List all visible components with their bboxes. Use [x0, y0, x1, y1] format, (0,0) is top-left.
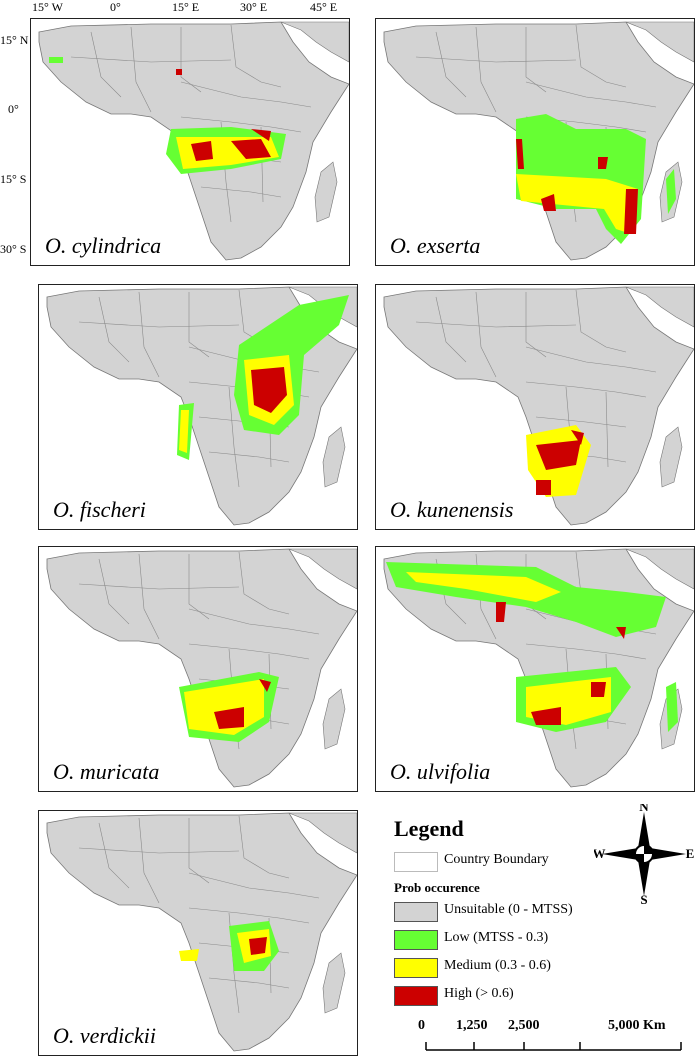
compass-w: W — [594, 846, 606, 861]
africa-map — [39, 286, 357, 528]
legend-swatch — [394, 902, 438, 922]
longitude-label: 0° — [110, 0, 121, 14]
map-panel-cylindrica: O. cylindrica — [30, 18, 350, 266]
legend-swatch — [394, 958, 438, 978]
africa-map — [39, 812, 357, 1054]
suitability-layer — [179, 921, 279, 971]
scale-bar: 0 1,250 2,500 5,000 Km — [416, 1018, 686, 1058]
map-panel-fischeri: O. fischeri — [38, 284, 358, 530]
compass-n: N — [639, 804, 649, 814]
map-panel-muricata: O. muricata — [38, 546, 358, 792]
scale-label: 1,250 — [456, 1018, 488, 1033]
species-label: O. exserta — [390, 233, 481, 258]
species-label: O. muricata — [53, 759, 160, 784]
legend-label: Unsuitable (0 - MTSS) — [444, 902, 573, 917]
scale-label: 0 — [418, 1018, 425, 1033]
latitude-label: 15° N — [0, 33, 29, 47]
map-panel-exserta: O. exserta — [375, 18, 695, 266]
africa-map — [376, 21, 694, 263]
scale-label: 5,000 Km — [608, 1018, 666, 1033]
latitude-label: 30° S — [0, 242, 27, 256]
map-panel-kunenensis: O. kunenensis — [375, 284, 695, 530]
compass-e: E — [686, 846, 694, 861]
legend-subtitle: Prob occurence — [394, 880, 480, 895]
scale-label: 2,500 — [508, 1018, 540, 1033]
longitude-label: 15° W — [32, 0, 63, 14]
legend-swatch-boundary — [394, 852, 438, 872]
suitability-layer — [386, 562, 678, 732]
suitability-layer — [49, 57, 286, 174]
suitability-layer — [516, 114, 676, 244]
suitability-layer — [177, 295, 349, 460]
legend-label: Medium (0.3 - 0.6) — [444, 958, 551, 973]
longitude-label: 30° E — [240, 0, 268, 14]
map-panel-verdickii: O. verdickii — [38, 810, 358, 1056]
species-label: O. fischeri — [53, 497, 146, 522]
species-label: O. kunenensis — [390, 497, 514, 522]
longitude-label: 15° E — [172, 0, 200, 14]
africa-map — [376, 548, 694, 790]
scale-bar-line — [425, 1042, 682, 1051]
legend-label: High (> 0.6) — [444, 986, 514, 1001]
legend-title: Legend — [394, 816, 464, 841]
legend: Legend Country Boundary Prob occurence U… — [384, 808, 694, 1008]
species-label: O. cylindrica — [45, 233, 162, 258]
latitude-label: 0° — [8, 102, 19, 116]
suitability-layer — [526, 425, 591, 497]
compass-s: S — [640, 892, 647, 904]
species-label: O. verdickii — [53, 1023, 157, 1048]
africa-map — [31, 21, 349, 263]
legend-label: Low (MTSS - 0.3) — [444, 930, 549, 945]
suitability-layer — [179, 672, 279, 742]
legend-swatch — [394, 986, 438, 1006]
legend-swatch — [394, 930, 438, 950]
longitude-label: 45° E — [310, 0, 338, 14]
latitude-label: 15° S — [0, 172, 27, 186]
legend-label: Country Boundary — [444, 852, 549, 867]
species-label: O. ulvifolia — [390, 759, 491, 784]
africa-map — [39, 548, 357, 790]
africa-map — [376, 286, 694, 528]
map-panel-ulvifolia: O. ulvifolia — [375, 546, 695, 792]
compass-rose-icon: N S W E — [594, 804, 694, 904]
